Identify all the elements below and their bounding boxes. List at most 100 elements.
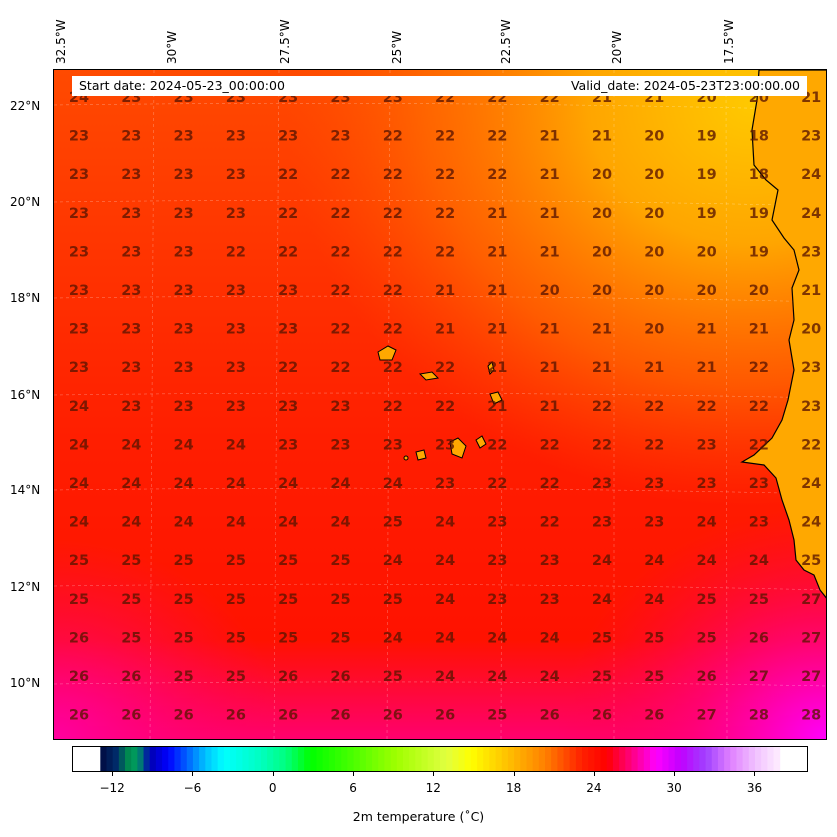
grid-value-label: 27 [697, 708, 717, 724]
colorbar-segment [612, 747, 620, 771]
grid-value-label: 22 [383, 399, 403, 415]
colorbar-segment [501, 747, 509, 771]
grid-value-label: 24 [540, 630, 560, 646]
colorbar-segment [409, 747, 416, 771]
colorbar-segment [285, 747, 293, 771]
colorbar-segment [328, 747, 336, 771]
colorbar-segment [495, 747, 503, 771]
colorbar-tick-mark [674, 772, 676, 776]
grid-value-label: 21 [487, 206, 507, 222]
colorbar-segment [773, 747, 781, 771]
grid-value-label: 26 [330, 669, 350, 685]
grid-value-label: 19 [697, 129, 717, 145]
colorbar-segment [464, 747, 472, 771]
grid-value-label: 24 [69, 399, 89, 415]
grid-value-label: 23 [801, 244, 821, 260]
grid-value-label: 22 [592, 437, 612, 453]
grid-value-label: 23 [226, 129, 246, 145]
grid-value-label: 23 [278, 399, 298, 415]
colorbar-segment [514, 747, 521, 771]
colorbar-segment [643, 747, 651, 771]
colorbar-segment [483, 747, 490, 771]
grid-value-label: 23 [69, 360, 89, 376]
grid-value-label: 23 [121, 167, 141, 183]
grid-value-label: 22 [435, 206, 455, 222]
grid-value-label: 25 [644, 669, 664, 685]
colorbar-segment [137, 747, 145, 771]
graticule [54, 70, 826, 739]
grid-value-label: 23 [69, 244, 89, 260]
grid-value-label: 23 [592, 476, 612, 492]
grid-value-label: 24 [592, 553, 612, 569]
grid-value-label: 20 [697, 244, 717, 260]
grid-value-label: 24 [801, 476, 821, 492]
grid-value-label: 22 [749, 399, 769, 415]
colorbar-tick-mark [192, 772, 194, 776]
grid-value-label: 24 [174, 476, 194, 492]
grid-value-label: 26 [226, 708, 246, 724]
colorbar-segment [316, 747, 324, 771]
grid-value-label: 19 [749, 244, 769, 260]
colorbar-tick-label: −6 [183, 781, 202, 795]
colorbar-segment [260, 747, 268, 771]
grid-value-label: 24 [383, 553, 403, 569]
grid-value-label: 25 [592, 630, 612, 646]
grid-value-label: 26 [644, 708, 664, 724]
colorbar-segment [248, 747, 256, 771]
grid-value-label: 23 [69, 129, 89, 145]
grid-value-label: 21 [540, 360, 560, 376]
grid-value-label: 24 [697, 553, 717, 569]
colorbar-tick-label: 0 [268, 781, 277, 795]
grid-value-label: 25 [697, 592, 717, 608]
grid-value-label: 23 [69, 283, 89, 299]
grid-value-label: 23 [435, 476, 455, 492]
grid-value-label: 22 [697, 399, 717, 415]
grid-value-label: 21 [749, 322, 769, 338]
grid-value-label: 26 [174, 708, 194, 724]
grid-value-label: 22 [330, 360, 350, 376]
grid-value-label: 24 [592, 592, 612, 608]
grid-value-label: 25 [278, 553, 298, 569]
colorbar-segment [267, 747, 274, 771]
lat-label: 10°N [10, 676, 41, 690]
colorbar-segment [637, 747, 645, 771]
africa-coast [740, 70, 826, 599]
colorbar-segment [310, 747, 318, 771]
grid-value-label: 23 [278, 129, 298, 145]
grid-value-label: 25 [383, 669, 403, 685]
lon-label: 30°W [165, 30, 179, 64]
grid-value-label: 24 [749, 553, 769, 569]
temperature-grid-values: 24 23 23 23 23 23 23 22 22 22 21 21 20 20 21 23 23 23 23 23… [69, 90, 821, 724]
lat-label: 14°N [10, 483, 41, 497]
colorbar-segment [180, 747, 188, 771]
grid-value-label: 26 [69, 630, 89, 646]
colorbar-segment [761, 747, 768, 771]
grid-value-label: 23 [697, 437, 717, 453]
grid-value-label: 23 [121, 129, 141, 145]
colorbar-segment [717, 747, 725, 771]
colorbar-segment [155, 747, 163, 771]
cape-verde-islands [377, 345, 503, 461]
colorbar-segment [402, 747, 410, 771]
grid-value-label: 24 [383, 476, 403, 492]
grid-value-label: 25 [278, 630, 298, 646]
colorbar-segment [693, 747, 700, 771]
grid-value-label: 25 [330, 592, 350, 608]
lon-label: 32.5°W [54, 19, 68, 64]
grid-value-label: 24 [435, 669, 455, 685]
grid-value-label: 24 [435, 553, 455, 569]
grid-value-label: 23 [174, 322, 194, 338]
grid-value-label: 26 [121, 669, 141, 685]
colorbar-segment [192, 747, 200, 771]
grid-value-label: 26 [540, 708, 560, 724]
grid-value-label: 22 [383, 283, 403, 299]
colorbar-segment [748, 747, 756, 771]
lon-label: 22.5°W [499, 19, 513, 64]
grid-value-label: 23 [330, 437, 350, 453]
colorbar-segment [273, 747, 280, 771]
grid-value-label: 20 [644, 283, 664, 299]
grid-value-label: 21 [644, 360, 664, 376]
grid-value-label: 23 [278, 283, 298, 299]
grid-value-label: 22 [226, 244, 246, 260]
grid-value-label: 21 [697, 360, 717, 376]
